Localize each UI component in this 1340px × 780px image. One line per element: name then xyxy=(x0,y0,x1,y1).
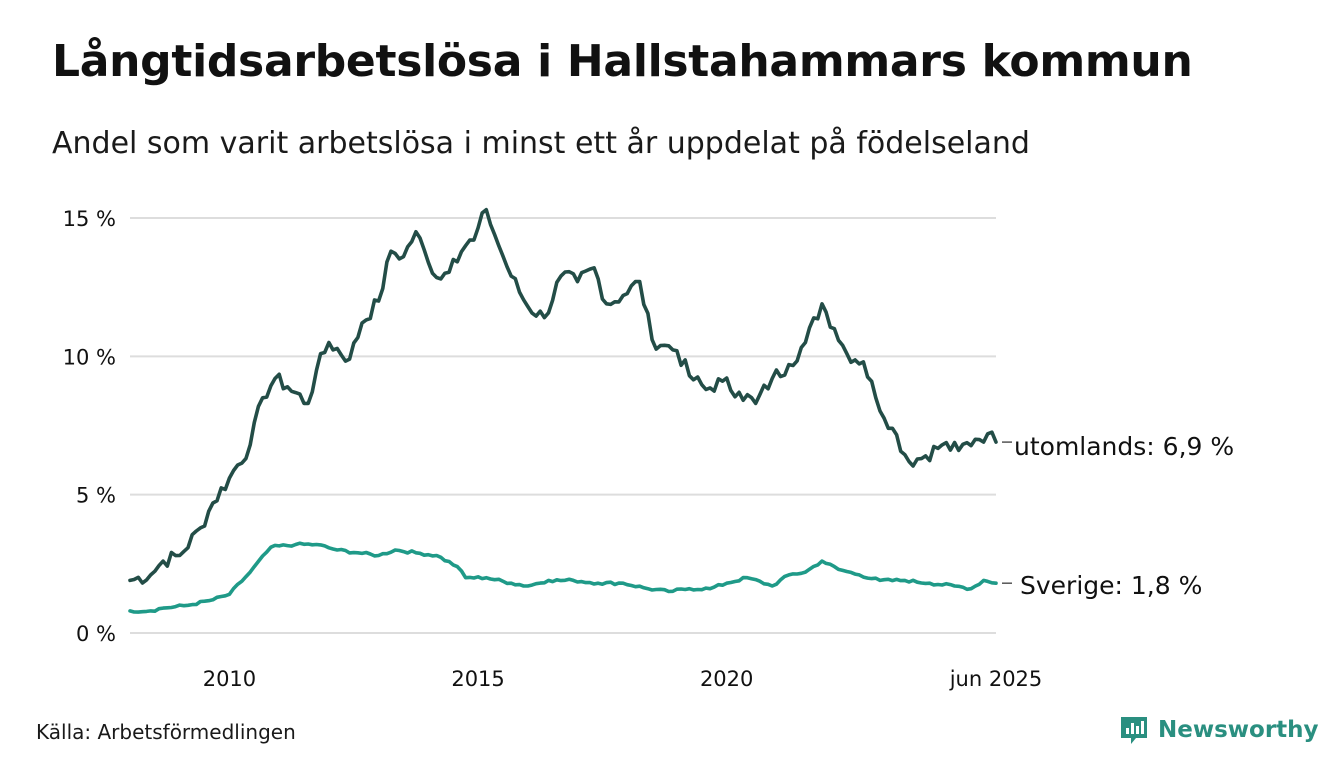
newsworthy-logo-icon xyxy=(1121,717,1147,744)
brand: Newsworthy xyxy=(1118,714,1319,746)
series-end-label: Sverige: 1,8 % xyxy=(1020,571,1202,600)
series-end-label: utomlands: 6,9 % xyxy=(1014,432,1234,461)
chart-subtitle: Andel som varit arbetslösa i minst ett å… xyxy=(52,126,1030,161)
y-tick-label: 15 % xyxy=(63,207,116,231)
x-tick-label: jun 2025 xyxy=(949,667,1043,691)
line-chart: 0 % 5 % 10 % 15 % 2010 2015 2020 jun 2025 utom… xyxy=(63,207,1235,691)
x-tick-label: 2015 xyxy=(451,667,504,691)
y-tick-label: 10 % xyxy=(63,345,116,369)
series-line-sverige xyxy=(128,541,998,614)
chart-title: Långtidsarbetslösa i Hallstahammars komm… xyxy=(52,36,1193,87)
brand-name: Newsworthy xyxy=(1158,717,1319,743)
source-label: Källa: Arbetsförmedlingen xyxy=(36,720,296,744)
x-tick-label: 2010 xyxy=(203,667,256,691)
y-tick-label: 0 % xyxy=(76,622,116,646)
y-tick-label: 5 % xyxy=(76,484,116,508)
x-tick-label: 2020 xyxy=(700,667,753,691)
series-line-utomlands xyxy=(128,207,998,585)
